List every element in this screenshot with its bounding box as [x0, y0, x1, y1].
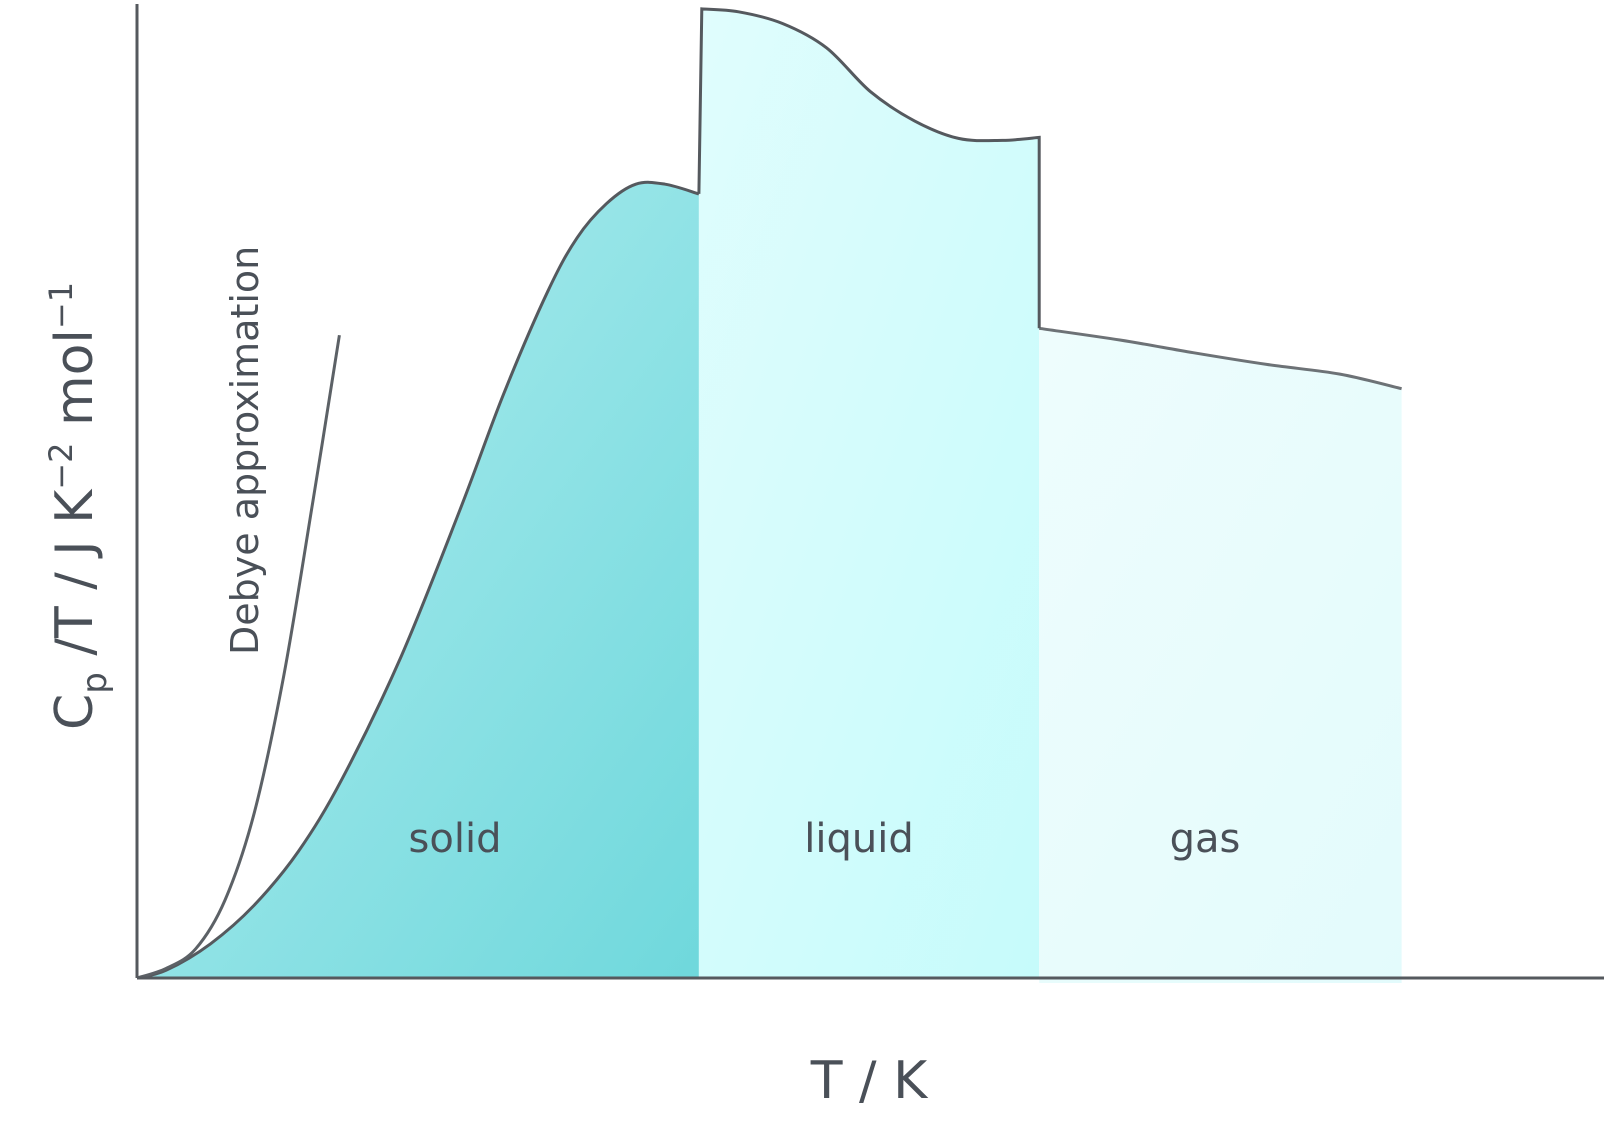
annotation-debye-approximation: Debye approximation: [223, 246, 267, 655]
curve-liquid: [697, 7, 1041, 329]
series-label-solid: solid: [409, 816, 502, 862]
curve-gas: [1038, 326, 1402, 391]
y-axis-label: Cp /T / J K−2 mol−1: [42, 282, 115, 730]
area-liquid: [698, 8, 1040, 978]
area-solid: [137, 182, 699, 978]
x-axis-label: T / K: [810, 1051, 929, 1111]
y-label-main: C: [45, 694, 105, 730]
y-label-units: /T / J K: [45, 488, 105, 672]
y-label-sup-1: −2: [42, 443, 80, 490]
curve-solid: [136, 180, 700, 980]
area-fills: [137, 8, 1402, 983]
area-gas: [1039, 328, 1402, 983]
y-label-subscript: p: [75, 672, 115, 694]
series-label-liquid: liquid: [804, 816, 913, 862]
outline-curves: [136, 7, 1402, 980]
curve-debye-approximation: [136, 334, 341, 980]
y-label-sup-2: −1: [42, 282, 80, 329]
y-label-mol: mol: [45, 329, 105, 442]
series-label-gas: gas: [1170, 816, 1241, 862]
